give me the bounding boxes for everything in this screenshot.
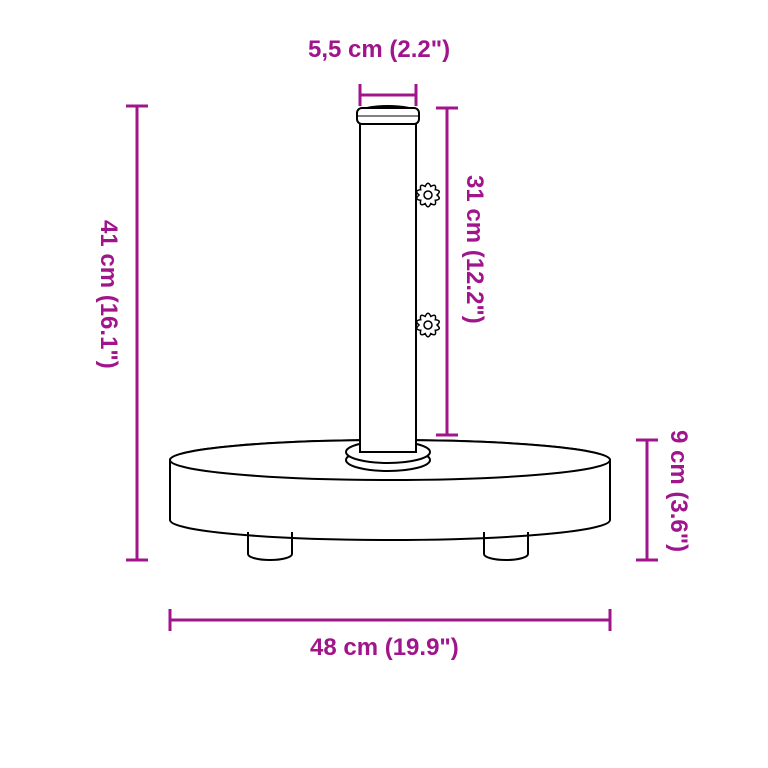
base-width-label: 48 cm (19.9") [310, 634, 459, 662]
total-height-label: 41 cm (16.1") [94, 220, 122, 369]
tube-height-label: 31 cm (12.2") [460, 175, 488, 324]
base-height-label: 9 cm (3.6") [664, 430, 692, 552]
top-width-label: 5,5 cm (2.2") [308, 36, 450, 64]
